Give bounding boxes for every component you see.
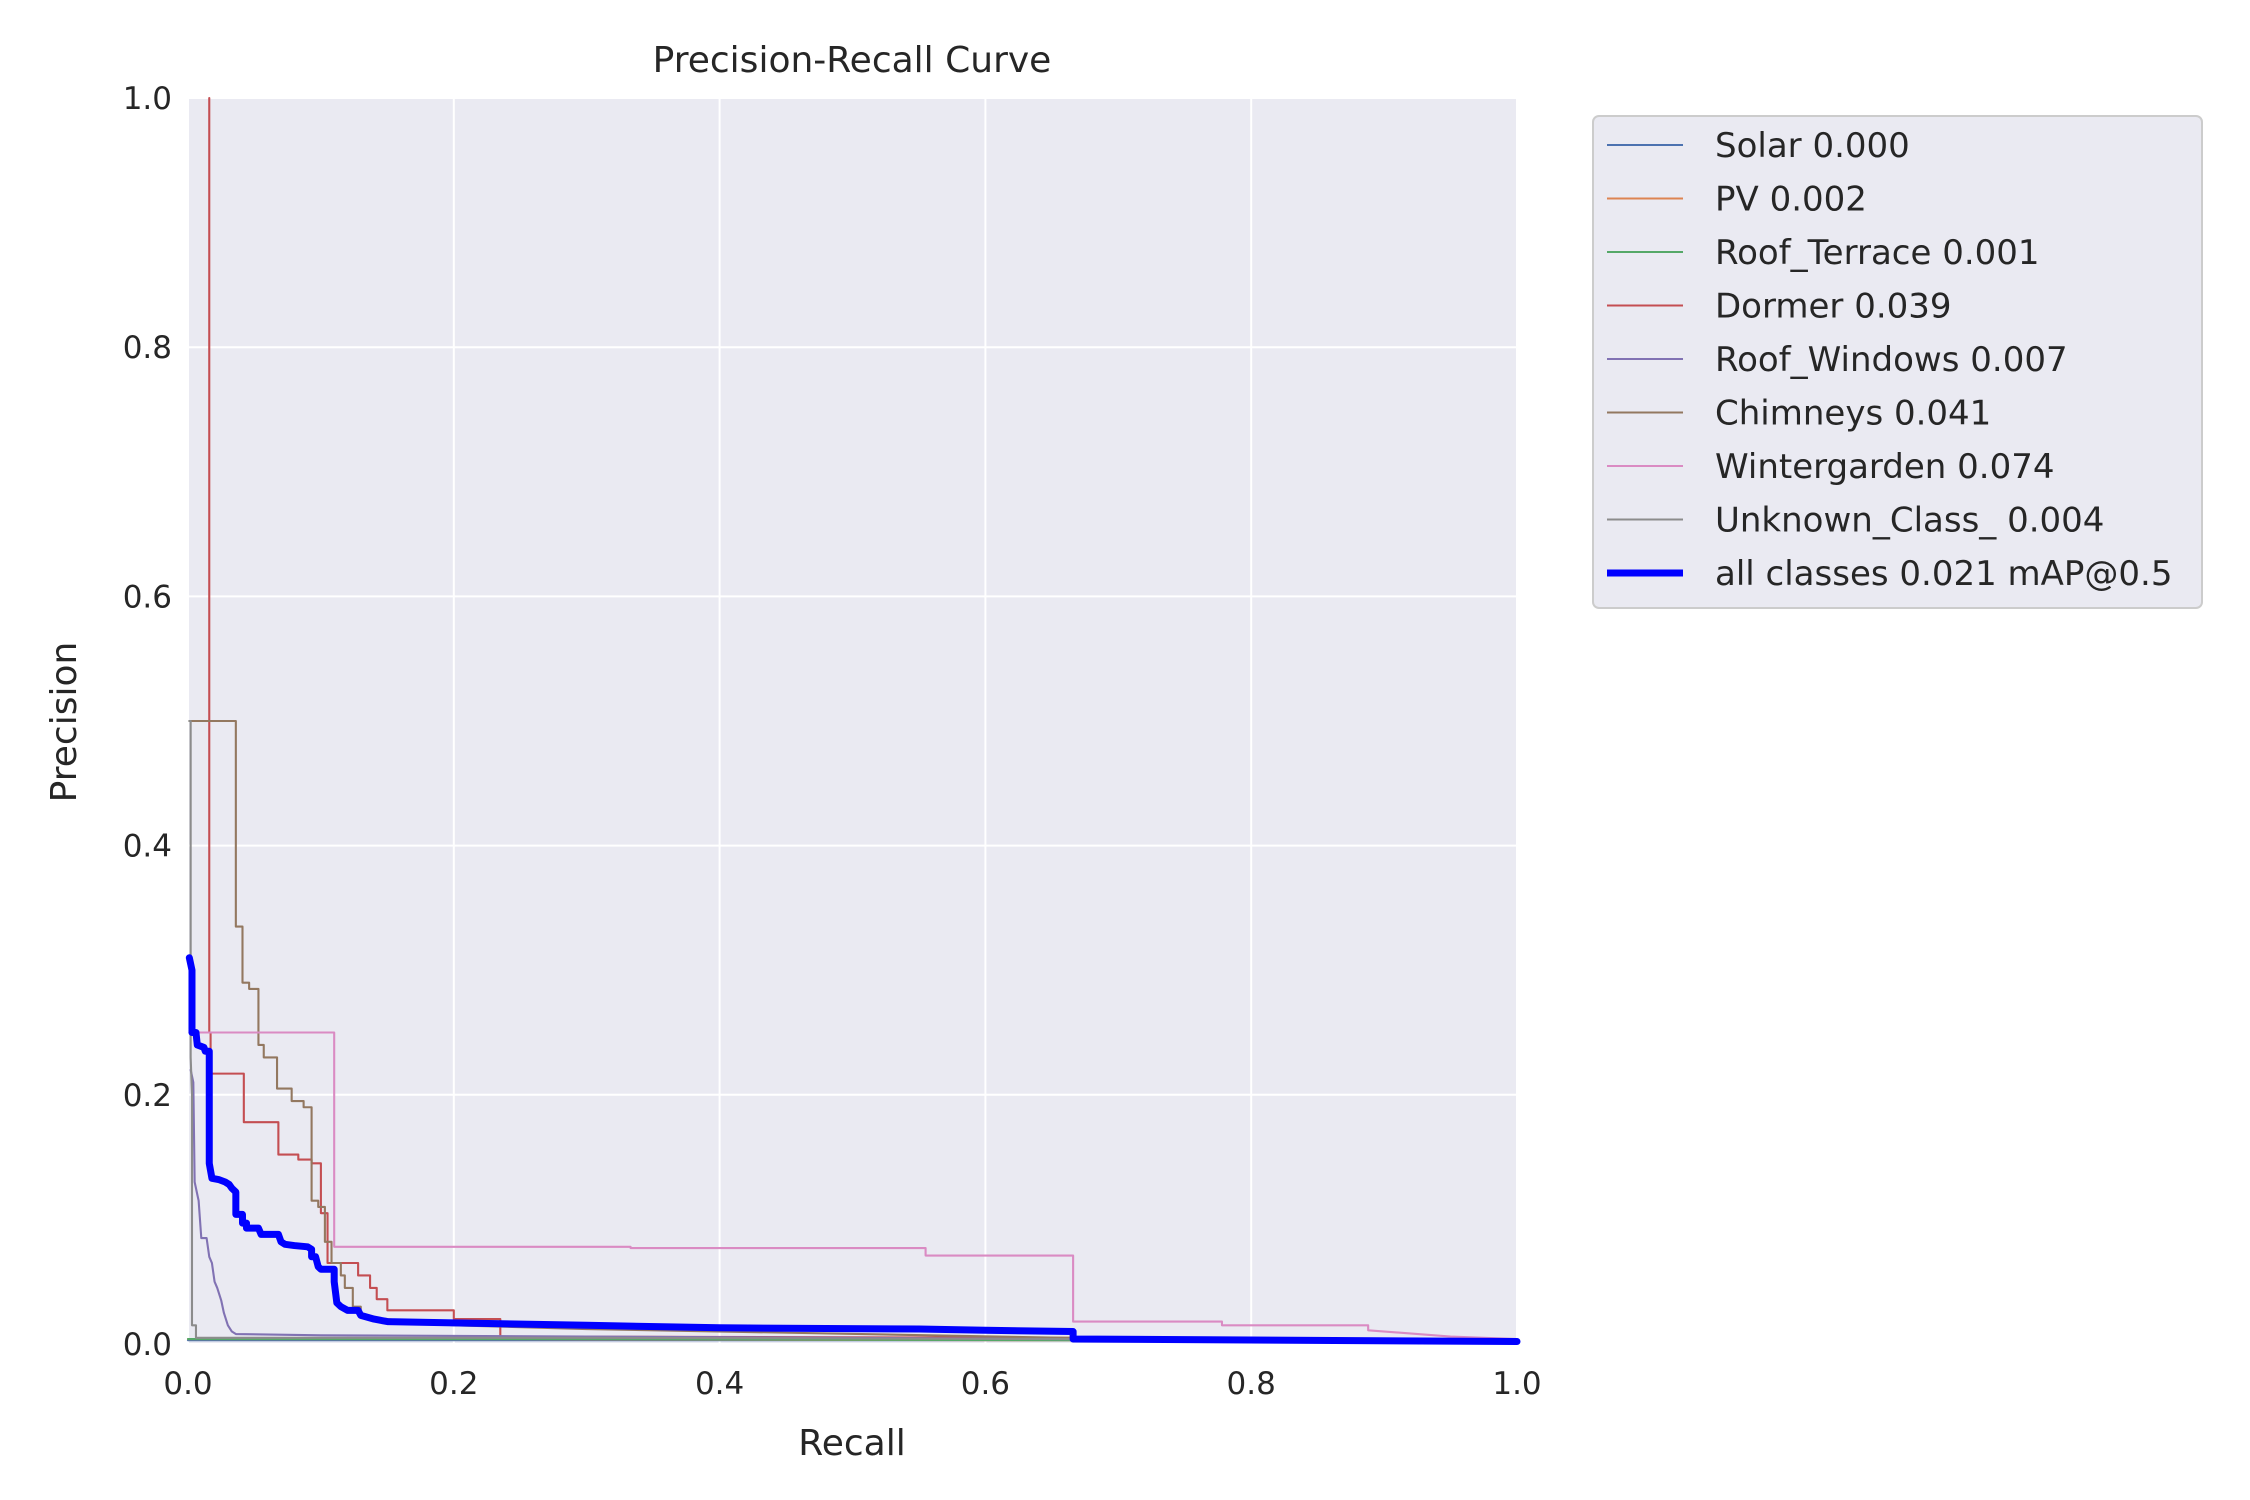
series-line-8 (185, 954, 1521, 1346)
legend-frame (1592, 115, 2203, 609)
y-tick-label: 0.6 (123, 579, 172, 615)
x-tick-label: 1.0 (1492, 1366, 1541, 1402)
chart-title: Precision-Recall Curve (653, 40, 1052, 81)
series-layer (185, 96, 1521, 1346)
series-line-4 (189, 1068, 1519, 1342)
x-tick-label: 0.4 (695, 1366, 744, 1402)
y-tick-label: 1.0 (123, 81, 172, 117)
legend-label: Wintergarden 0.074 (1715, 447, 2055, 487)
legend-label: all classes 0.021 mAP@0.5 (1715, 554, 2172, 594)
legend-label: Unknown_Class_ 0.004 (1715, 501, 2104, 541)
gridlines (187, 97, 1518, 1345)
series-line-3 (208, 96, 1519, 1342)
x-tick-label: 0.6 (961, 1366, 1010, 1402)
y-tick-label: 0.2 (123, 1078, 172, 1114)
y-tick-label: 0.8 (123, 330, 172, 366)
x-tick-labels: 0.0 0.2 0.4 0.6 0.8 1.0 (163, 1366, 1541, 1402)
series-line-7 (188, 719, 1519, 1342)
x-axis-label: Recall (798, 1423, 905, 1464)
x-tick-label: 0.2 (429, 1366, 478, 1402)
legend-label: Dormer 0.039 (1715, 287, 1952, 327)
x-tick-label: 0.8 (1227, 1366, 1276, 1402)
legend-label: PV 0.002 (1715, 180, 1867, 220)
y-tick-labels: 0.0 0.2 0.4 0.6 0.8 1.0 (123, 81, 172, 1363)
y-axis-label: Precision (44, 642, 85, 803)
y-tick-label: 0.4 (123, 829, 172, 865)
y-tick-label: 0.0 (123, 1327, 172, 1363)
legend-label: Roof_Terrace 0.001 (1715, 233, 2040, 273)
legend-label: Chimneys 0.041 (1715, 394, 1991, 434)
series-line-6 (188, 1031, 1519, 1341)
plot-area (188, 98, 1517, 1344)
series-line-5 (188, 719, 1519, 1342)
x-tick-label: 0.0 (163, 1366, 212, 1402)
legend-label: Roof_Windows 0.007 (1715, 340, 2068, 380)
legend-items: Solar 0.000 PV 0.002 Roof_Terrace 0.001 Dor… (1607, 126, 2172, 594)
legend-label: Solar 0.000 (1715, 126, 1910, 166)
legend: Solar 0.000 PV 0.002 Roof_Terrace 0.001 Dor… (1592, 115, 2203, 609)
